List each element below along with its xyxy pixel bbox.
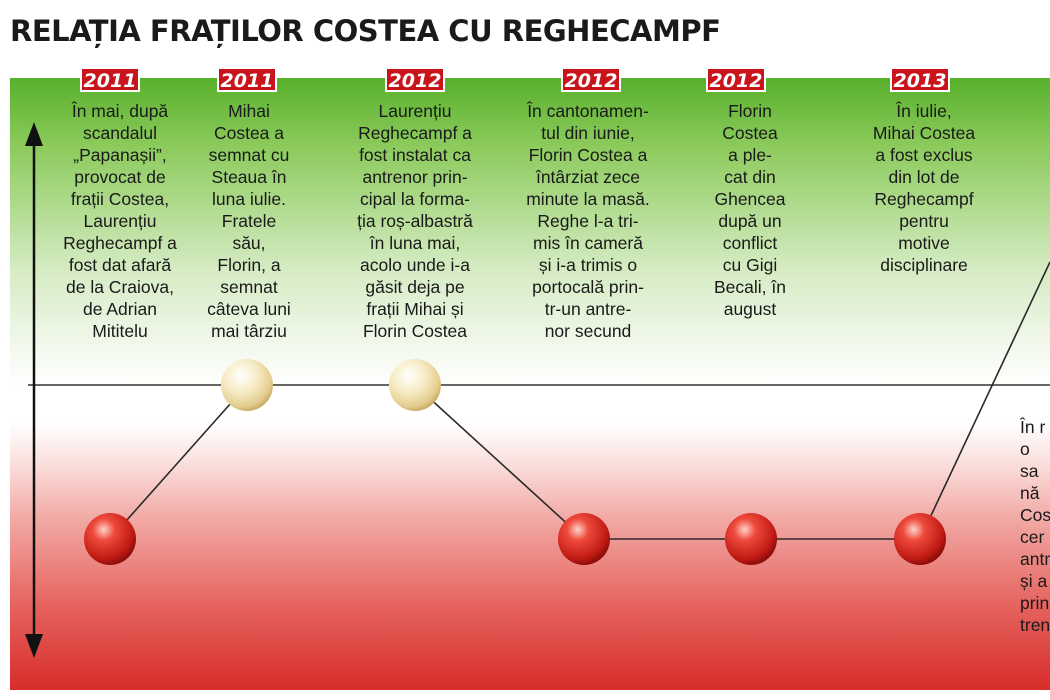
year-badge: 2013 xyxy=(890,67,950,92)
event-description: Laurențiu Reghecampf a fost instalat ca … xyxy=(357,101,473,341)
event-description: Mihai Costea a semnat cu Steaua în luna … xyxy=(207,101,291,341)
year-badge: 2011 xyxy=(80,67,140,92)
event-description: În iulie, Mihai Costea a fost exclus din… xyxy=(872,101,976,275)
event-description: În mai, după scandalul „Papanașii”, prov… xyxy=(63,101,177,341)
year-badge: 2012 xyxy=(561,67,621,92)
event-dot xyxy=(725,513,777,565)
event-description: Florin Costea a ple- cat din Ghencea dup… xyxy=(714,101,786,319)
timeline-background xyxy=(10,78,1050,690)
event-description: În cantonamen- tul din iunie, Florin Cos… xyxy=(526,101,650,341)
connector-lines xyxy=(109,261,1050,540)
event-dot xyxy=(894,513,946,565)
event-dot xyxy=(221,359,273,411)
event-dot xyxy=(389,359,441,411)
page-title: RELAȚIA FRAȚILOR COSTEA CU REGHECAMPF xyxy=(10,14,721,48)
vertical-double-arrow-icon xyxy=(25,122,43,658)
event-dot xyxy=(558,513,610,565)
event-dot xyxy=(84,513,136,565)
event-description-partial: În r o sa nă Cos cer antr și a prin tren xyxy=(1020,417,1050,635)
year-badge: 2011 xyxy=(217,67,277,92)
year-badge: 2012 xyxy=(385,67,445,92)
year-badge: 2012 xyxy=(706,67,766,92)
